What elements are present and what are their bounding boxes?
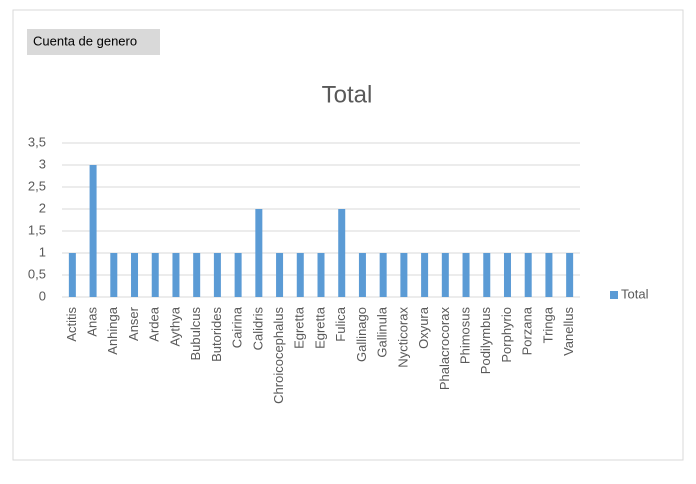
x-tick-label: Porphyrio — [499, 307, 514, 363]
field-button-label: Cuenta de genero — [33, 33, 137, 48]
bar — [483, 253, 491, 297]
field-button[interactable] — [27, 29, 160, 55]
y-tick-label: 0,5 — [28, 266, 46, 281]
x-tick-label: Anhinga — [105, 306, 120, 354]
bar — [379, 253, 387, 297]
bar — [317, 253, 325, 297]
chart-title: Total — [322, 81, 373, 108]
y-tick-label: 3 — [39, 156, 46, 171]
legend-label: Total — [621, 286, 649, 301]
x-tick-label: Butorides — [209, 307, 224, 362]
bar — [400, 253, 408, 297]
bar — [255, 209, 263, 297]
bar — [338, 209, 346, 297]
x-tick-label: Phalacrocorax — [437, 307, 452, 391]
x-tick-label: Cairina — [230, 306, 245, 348]
x-tick-label: Chroicocephalus — [271, 307, 286, 404]
x-tick-label: Bubulcus — [188, 307, 203, 361]
y-tick-label: 1 — [39, 244, 46, 259]
bar — [131, 253, 139, 297]
x-tick-label: Aythya — [167, 306, 182, 346]
bar — [276, 253, 284, 297]
bar — [462, 253, 470, 297]
bar — [193, 253, 201, 297]
x-tick-label: Ardea — [147, 306, 162, 341]
bar — [421, 253, 429, 297]
x-tick-label: Gallinula — [375, 306, 390, 357]
x-tick-label: Phimosus — [457, 307, 472, 365]
x-tick-label: Egretta — [312, 306, 327, 349]
bar — [68, 253, 76, 297]
bar — [89, 165, 97, 297]
x-tick-label: Anas — [85, 307, 100, 337]
bar — [545, 253, 553, 297]
x-tick-label: Podilymbus — [478, 307, 493, 375]
bar — [151, 253, 159, 297]
y-tick-label: 2 — [39, 200, 46, 215]
x-tick-label: Anser — [126, 306, 141, 341]
bar — [110, 253, 118, 297]
y-tick-label: 2,5 — [28, 178, 46, 193]
x-tick-label: Tringa — [540, 306, 555, 343]
legend-swatch — [610, 291, 618, 299]
chart-frame — [12, 9, 684, 461]
bar — [441, 253, 449, 297]
bar — [172, 253, 180, 297]
bar — [503, 253, 511, 297]
x-tick-label: Oxyura — [416, 306, 431, 349]
x-tick-label: Porzana — [520, 306, 535, 355]
x-tick-label: Fulica — [333, 306, 348, 341]
x-tick-label: Nycticorax — [395, 307, 410, 368]
y-tick-label: 1,5 — [28, 222, 46, 237]
bar — [296, 253, 304, 297]
bar — [213, 253, 221, 297]
y-tick-label: 0 — [39, 288, 46, 303]
x-tick-label: Vanellus — [561, 307, 576, 356]
x-tick-label: Egretta — [292, 306, 307, 349]
y-tick-label: 3,5 — [28, 134, 46, 149]
bar — [358, 253, 366, 297]
bar — [566, 253, 574, 297]
bar — [524, 253, 532, 297]
x-tick-label: Actitis — [64, 307, 79, 342]
x-tick-label: Calidris — [250, 307, 265, 351]
bar — [234, 253, 242, 297]
x-tick-label: Gallinago — [354, 307, 369, 362]
